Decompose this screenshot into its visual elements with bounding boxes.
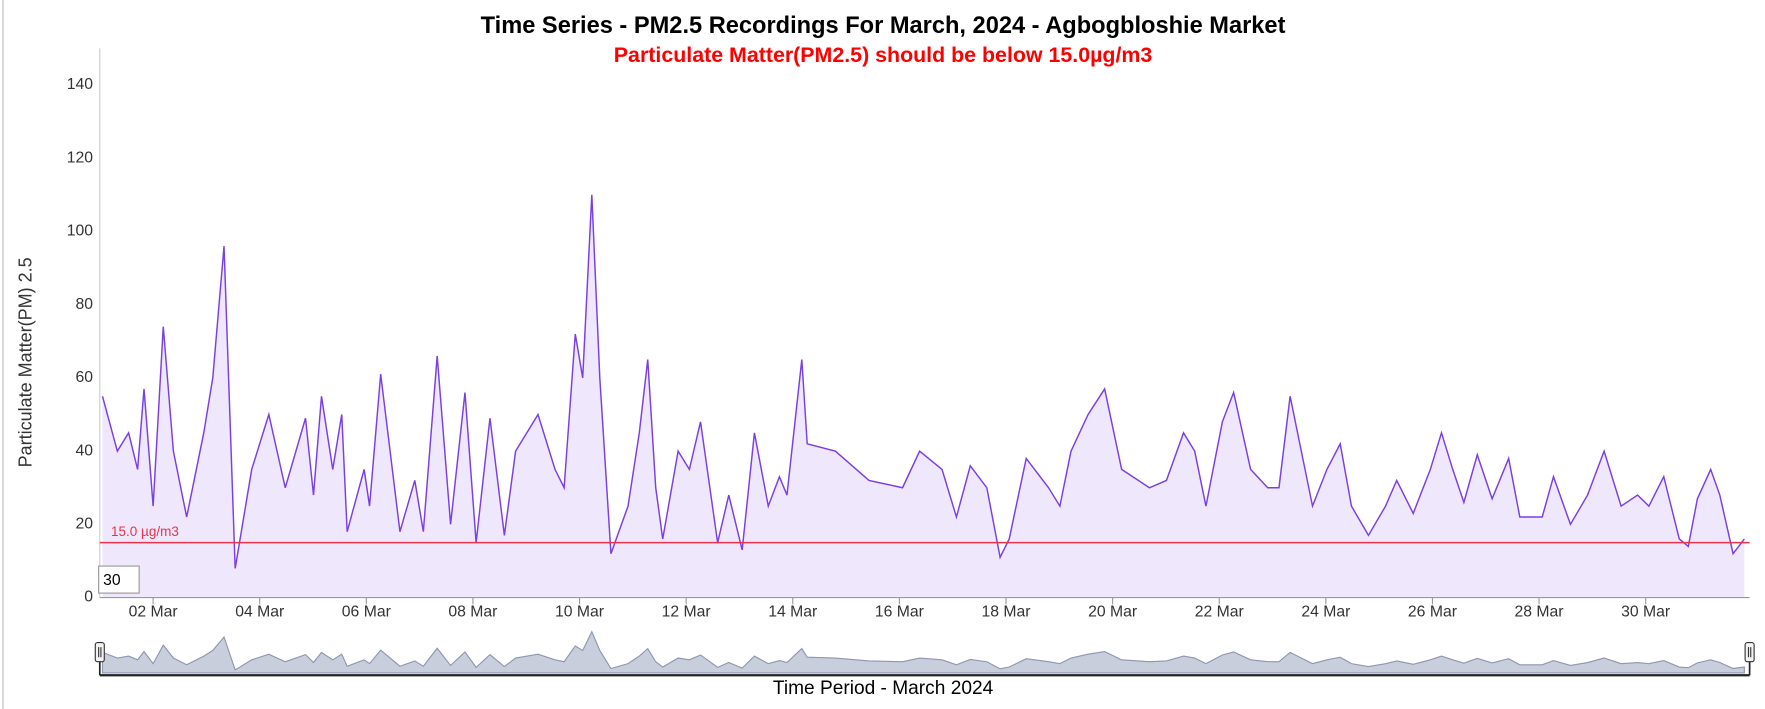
chart-subtitle: Particulate Matter(PM2.5) should be belo… [614,43,1153,67]
x-tick-label: 26 Mar [1408,603,1457,620]
y-tick-label: 20 [76,516,94,533]
x-tick-label: 08 Mar [448,603,497,620]
chart-title: Time Series - PM2.5 Recordings For March… [481,13,1286,39]
y-tick-label: 80 [76,296,94,313]
x-tick-label: 30 Mar [1621,603,1670,620]
x-tick-label: 10 Mar [555,603,604,620]
x-tick-label: 14 Mar [768,603,817,620]
x-tick-label: 06 Mar [342,603,391,620]
y-tick-label: 140 [67,76,94,93]
x-tick-label: 22 Mar [1195,603,1244,620]
x-tick-label: 20 Mar [1088,603,1137,620]
navigator-handle[interactable] [94,642,105,663]
y-tick-label: 40 [76,442,94,459]
zoom-input-text: 30 [103,572,121,589]
x-tick-label: 12 Mar [662,603,711,620]
zoom-input[interactable] [98,565,140,594]
x-tick-label: 16 Mar [875,603,924,620]
navigator-area [101,630,1745,674]
y-tick-label: 120 [67,149,94,166]
x-axis-title: Time Period - March 2024 [773,678,994,699]
x-tick-label: 18 Mar [981,603,1030,620]
y-tick-label: 60 [76,369,94,386]
navigator-handle[interactable] [1744,642,1755,663]
threshold-label: 15.0 µg/m3 [111,524,179,539]
series-line [101,194,1745,569]
y-tick-label: 100 [67,223,94,240]
y-tick-label: 0 [84,589,93,606]
x-tick-label: 04 Mar [235,603,284,620]
area-fill [102,194,1745,598]
x-tick-label: 02 Mar [129,603,178,620]
x-tick-label: 28 Mar [1515,603,1564,620]
y-axis-title: Particulate Matter(PM) 2.5 [15,257,35,467]
x-tick-label: 24 Mar [1301,603,1350,620]
